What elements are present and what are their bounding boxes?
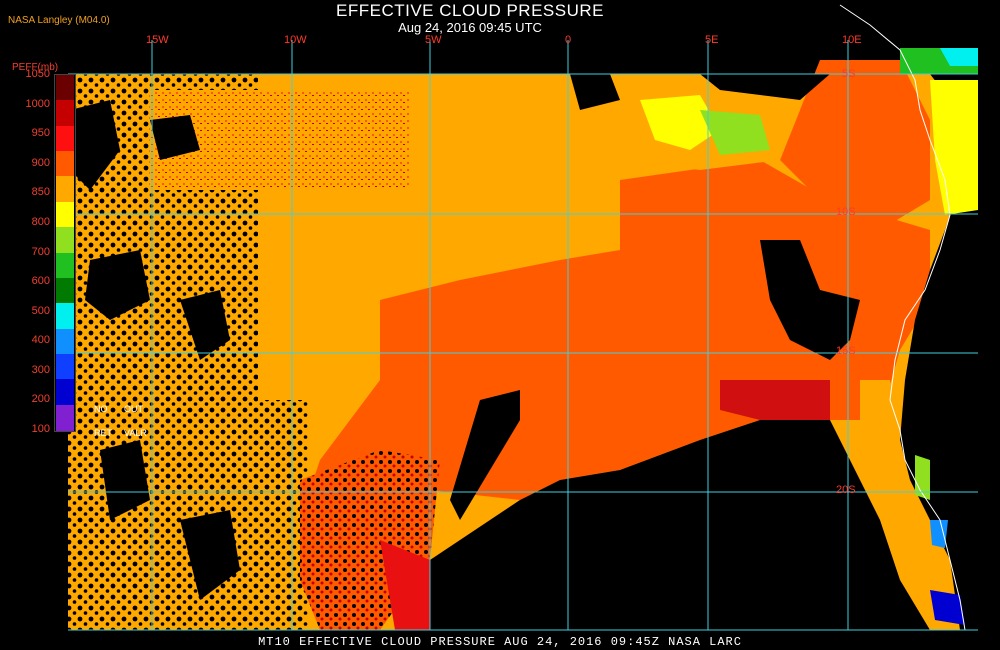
page-title: EFFECTIVE CLOUD PRESSURE [336,1,604,20]
lon-label-5w: 5W [425,34,442,46]
legend-tick-label: 700 [31,245,50,258]
legend-swatch [56,277,74,304]
lon-label-0: 0 [565,34,572,46]
legend-note-out: OUT [124,404,143,414]
lat-label-5s: 5S [842,68,856,80]
legend-tick-label: 850 [31,186,50,199]
lon-label-10w: 10W [284,34,307,46]
legend-tick-label: 500 [31,304,50,317]
legend-swatch [56,125,74,152]
legend-tick-label: 600 [31,275,50,288]
legend-swatch [56,75,74,101]
legend-swatch [56,404,74,431]
legend-tick-label: 400 [31,334,50,347]
legend-tick-label: 950 [31,127,50,140]
legend-swatch [56,100,74,127]
legend-note-ret: RET [94,428,112,438]
legend-tick-label: 300 [31,363,50,376]
timestamp: Aug 24, 2016 09:45 UTC [398,20,542,35]
legend-swatch [56,303,74,330]
legend-tick-label: 200 [31,393,50,406]
legend-tick-label: 800 [31,215,50,228]
legend-swatch [56,328,74,355]
legend-swatch [56,252,74,279]
footer-caption: MT10 EFFECTIVE CLOUD PRESSURE AUG 24, 20… [258,635,742,649]
lat-label-10s: 10S [836,206,856,218]
lat-label-15s: 15S [836,345,856,357]
legend-swatch [56,379,74,406]
lon-label-15w: 15W [146,34,169,46]
graticule [68,40,978,631]
provider-label: NASA Langley (M04.0) [8,15,110,26]
legend-swatch [56,353,74,380]
legend-tick-label: 100 [31,423,50,435]
coastline [839,4,966,631]
legend-tick-label: 900 [31,156,50,169]
lat-label-20s: 20S [836,484,856,496]
lon-label-5e: 5E [705,34,719,46]
legend-swatch [56,227,74,254]
legend-note-valr: VALR [124,428,147,438]
legend-swatch [56,201,74,228]
legend-note-no: NO [94,404,108,414]
legend-title: PEFF(mb) [12,62,59,73]
legend-swatch [56,176,74,203]
cloud-field [68,4,978,631]
legend-tick-label: 1050 [25,68,50,80]
legend-swatch [56,151,74,178]
legend-tick-label: 1000 [25,97,50,110]
lon-label-10e: 10E [842,34,862,46]
